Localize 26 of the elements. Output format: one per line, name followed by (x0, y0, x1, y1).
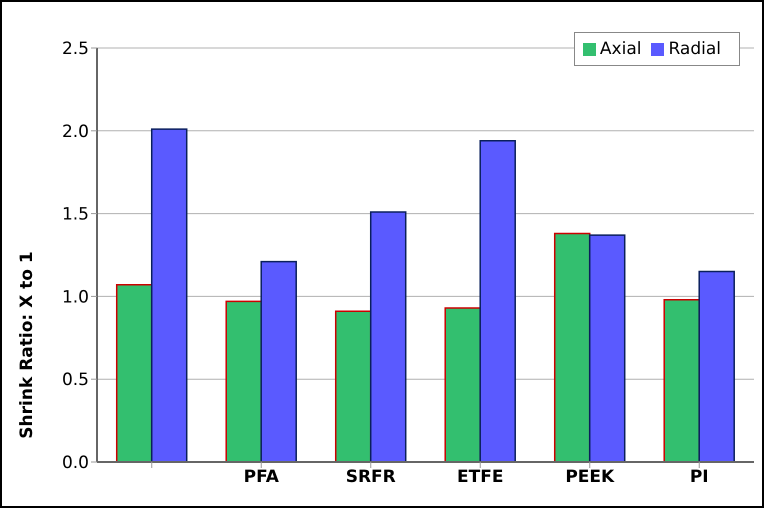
bar (225, 300, 262, 462)
y-axis-title: Shrink Ratio: X to 1 (17, 251, 38, 439)
bar (663, 298, 700, 462)
y-tick-label: 0.5 (62, 370, 89, 390)
bar (334, 310, 372, 462)
x-tick-label: PEEK (565, 467, 616, 488)
bar (150, 128, 188, 462)
bar (698, 270, 735, 462)
bar (116, 284, 152, 462)
x-tick-label: ETFE (457, 467, 504, 488)
y-tick-label: 1.5 (62, 204, 89, 225)
bar (554, 232, 590, 462)
x-tick-label: PFA (244, 467, 280, 488)
x-tick-label: SRFR (346, 467, 396, 488)
legend-label: Axial (600, 39, 642, 59)
bar (588, 234, 626, 462)
bar (260, 260, 297, 462)
y-tick-label: 0.0 (62, 453, 89, 474)
legend-label: Radial (668, 39, 721, 59)
bar (370, 211, 406, 462)
y-tick-label: 2.0 (62, 122, 89, 142)
y-tick-label: 1.0 (62, 287, 89, 308)
y-tick-label: 2.5 (62, 39, 89, 60)
bar (479, 140, 516, 462)
bar (444, 307, 481, 462)
x-tick-label: PI (690, 467, 709, 488)
